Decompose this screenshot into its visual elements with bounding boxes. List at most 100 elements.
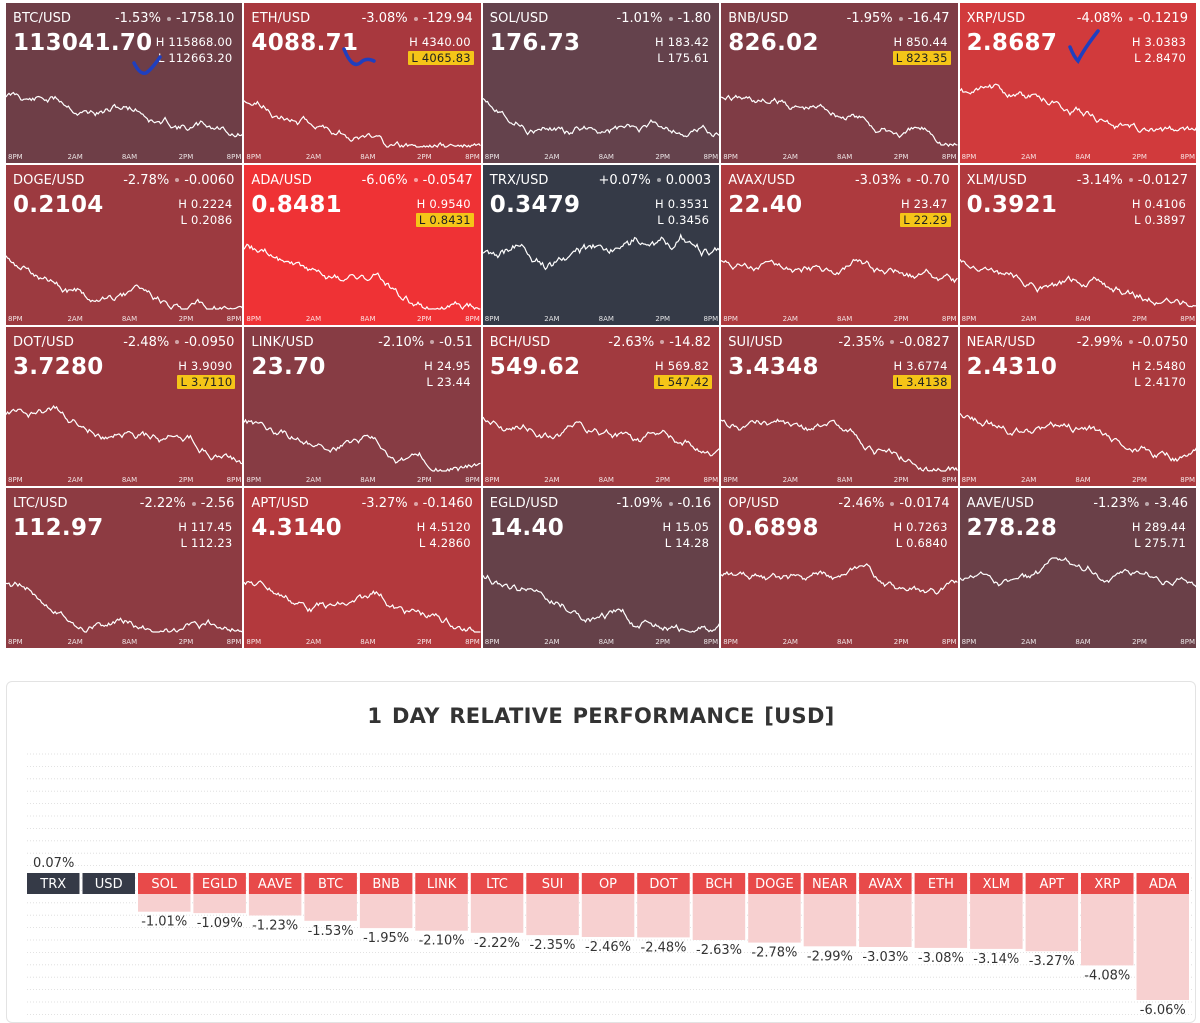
- bar-op: [581, 894, 635, 937]
- value-label: -6.06%: [1140, 1003, 1186, 1018]
- ticker-price: 0.2104: [13, 191, 104, 218]
- ticker-tile-xrp[interactable]: XRP/USD -4.08% -0.1219 2.8687 H 3.0383 L 2.84…: [959, 3, 1196, 163]
- ticker-high: H 3.9090: [178, 358, 233, 373]
- time-tick: 2AM: [305, 314, 322, 323]
- ticker-tile-xlm[interactable]: XLM/USD -3.14% -0.0127 0.3921 H 0.4106 L 0.38…: [959, 164, 1196, 325]
- time-tick: 8PM: [246, 314, 262, 323]
- time-tick: 8AM: [1075, 476, 1091, 485]
- time-tick: 8AM: [1075, 314, 1091, 323]
- category-label: BCH: [705, 877, 733, 892]
- time-tick: 8AM: [598, 476, 614, 485]
- sparkline-chart: [721, 258, 958, 284]
- ticker-tile-avax[interactable]: AVAX/USD -3.03% -0.70 22.40 H 23.47 L 22.29 8P…: [721, 164, 958, 325]
- change-percent: -2.22%: [139, 496, 186, 512]
- ticker-high: H 0.7263: [893, 520, 948, 535]
- sparkline-chart: [6, 581, 243, 634]
- ticker-change: -3.14% -0.0127: [1077, 173, 1188, 188]
- sparkline-chart: [244, 100, 481, 149]
- separator-dot: [413, 16, 418, 21]
- category-label: DOT: [649, 877, 677, 892]
- ticker-tile-apt[interactable]: APT/USD -3.27% -0.1460 4.3140 H 4.5120 L 4.28…: [244, 488, 481, 648]
- ticker-tile-ada[interactable]: ADA/USD -6.06% -0.0547 0.8481 H 0.9540 L 0.84…: [244, 164, 481, 325]
- sparkline-path: [6, 581, 243, 634]
- ticker-tile-sui[interactable]: SUI/USD -2.35% -0.0827 3.4348 H 3.6774 L 3.41…: [721, 326, 958, 487]
- ticker-high: H 4340.00: [409, 35, 471, 49]
- bar-xlm: [970, 894, 1023, 949]
- ticker-tile-eth[interactable]: ETH/USD -3.08% -129.94 4088.71 H 4340.00 L 40…: [244, 3, 481, 163]
- ticker-low: L 2.4170: [1134, 374, 1186, 389]
- time-tick: 8PM: [941, 152, 957, 161]
- time-axis: 8PM 2AM 8AM 2PM 8PM: [6, 151, 242, 161]
- time-axis: 8PM 2AM 8AM 2PM 8PM: [721, 474, 957, 484]
- ticker-change: -2.48% -0.0950: [123, 335, 234, 350]
- time-tick: 8AM: [360, 314, 376, 323]
- ticker-price: 23.70: [251, 353, 326, 380]
- time-tick: 2AM: [544, 476, 560, 485]
- ticker-price: 4.3140: [251, 515, 342, 542]
- change-absolute: -0.0950: [184, 334, 235, 350]
- bar-aave: [248, 894, 302, 916]
- time-tick: 8PM: [8, 314, 23, 323]
- bar-ada: [1136, 894, 1189, 1000]
- ticker-tile-aave[interactable]: AAVE/USD -1.23% -3.46 278.28 H 289.44 L 275.7…: [959, 488, 1196, 648]
- ticker-tile-near[interactable]: NEAR/USD -2.99% -0.0750 2.4310 H 2.5480 L 2.4…: [959, 326, 1196, 487]
- category-band-apt: [1025, 873, 1079, 894]
- value-label: -3.08%: [918, 951, 964, 966]
- time-axis: 8PM 2AM 8AM 2PM 8PM: [960, 474, 1196, 484]
- time-axis: 8PM 2AM 8AM 2PM 8PM: [483, 151, 719, 161]
- time-tick: 8PM: [1180, 314, 1195, 323]
- ticker-price: 549.62: [489, 353, 581, 380]
- time-tick: 2PM: [416, 152, 432, 161]
- category-band-eth: [914, 873, 968, 894]
- sparkline-path: [244, 100, 481, 149]
- time-tick: 8PM: [226, 314, 242, 323]
- time-axis: 8PM 2AM 8AM 2PM 8PM: [483, 474, 719, 484]
- bar-bch: [692, 894, 746, 940]
- ticker-tile-link[interactable]: LINK/USD -2.10% -0.51 23.70 H 24.95 L 23.44 8P…: [244, 326, 481, 487]
- time-tick: 2AM: [305, 152, 322, 161]
- category-band-near: [803, 873, 857, 894]
- time-tick: 2PM: [893, 314, 909, 323]
- sparkline-path: [6, 255, 243, 310]
- change-absolute: -0.1219: [1137, 11, 1188, 26]
- time-tick: 2PM: [178, 476, 194, 485]
- separator-dot: [898, 16, 903, 21]
- ticker-tile-bnb[interactable]: BNB/USD -1.95% -16.47 826.02 H 850.44 L 823.3…: [721, 3, 958, 163]
- ticker-tile-btc[interactable]: BTC/USD -1.53% -1758.10 113041.70 H 115868.0…: [6, 3, 243, 163]
- time-tick: 8PM: [941, 638, 957, 646]
- ticker-tile-ltc[interactable]: LTC/USD -2.22% -2.56 112.97 H 117.45 L 112.23…: [6, 488, 243, 648]
- ticker-symbol: OP/USD: [728, 496, 780, 512]
- ticker-high: H 0.4106: [1131, 196, 1186, 211]
- sparkline-chart: [959, 83, 1196, 134]
- ticker-tile-dot[interactable]: DOT/USD -2.48% -0.0950 3.7280 H 3.9090 L 3.71…: [6, 326, 243, 487]
- change-absolute: -0.70: [915, 172, 950, 188]
- change-percent: -2.63%: [608, 334, 655, 350]
- separator-dot: [413, 178, 418, 183]
- change-absolute: -2.56: [200, 496, 235, 512]
- time-axis: 8PM 2AM 8AM 2PM 8PM: [721, 151, 957, 161]
- time-tick: 2PM: [416, 638, 432, 646]
- ticker-low: L 3.7110: [177, 374, 236, 389]
- ticker-price: 0.8481: [251, 191, 342, 218]
- ticker-price: 2.8687: [966, 30, 1058, 56]
- time-tick: 8AM: [598, 314, 614, 323]
- time-tick: 2PM: [416, 314, 432, 323]
- ticker-tile-trx[interactable]: TRX/USD +0.07% 0.0003 0.3479 H 0.3531 L 0.345…: [482, 164, 720, 325]
- time-tick: 2PM: [178, 314, 194, 323]
- ticker-tile-doge[interactable]: DOGE/USD -2.78% -0.0060 0.2104 H 0.2224 L 0.2…: [6, 164, 243, 325]
- ticker-tile-op[interactable]: OP/USD -2.46% -0.0174 0.6898 H 0.7263 L 0.684…: [721, 488, 958, 648]
- category-band-trx: [27, 873, 80, 894]
- time-tick: 2PM: [655, 152, 671, 161]
- ticker-high: H 0.3531: [655, 196, 710, 211]
- change-absolute: -1.80: [677, 11, 712, 26]
- ticker-low: L 547.42: [654, 374, 713, 389]
- ticker-tile-bch[interactable]: BCH/USD -2.63% -14.82 549.62 H 569.82 L 547.4…: [482, 326, 720, 487]
- time-tick: 2PM: [655, 476, 671, 485]
- bar-sol: [138, 894, 191, 912]
- ticker-tile-egld[interactable]: EGLD/USD -1.09% -0.16 14.40 H 15.05 L 14.28 8P…: [482, 488, 720, 648]
- bar-avax: [859, 894, 912, 947]
- time-tick: 8AM: [837, 314, 853, 323]
- time-tick: 2PM: [178, 638, 194, 646]
- ticker-low: L 0.3897: [1134, 212, 1186, 227]
- ticker-tile-sol[interactable]: SOL/USD -1.01% -1.80 176.73 H 183.42 L 175.61…: [482, 3, 720, 163]
